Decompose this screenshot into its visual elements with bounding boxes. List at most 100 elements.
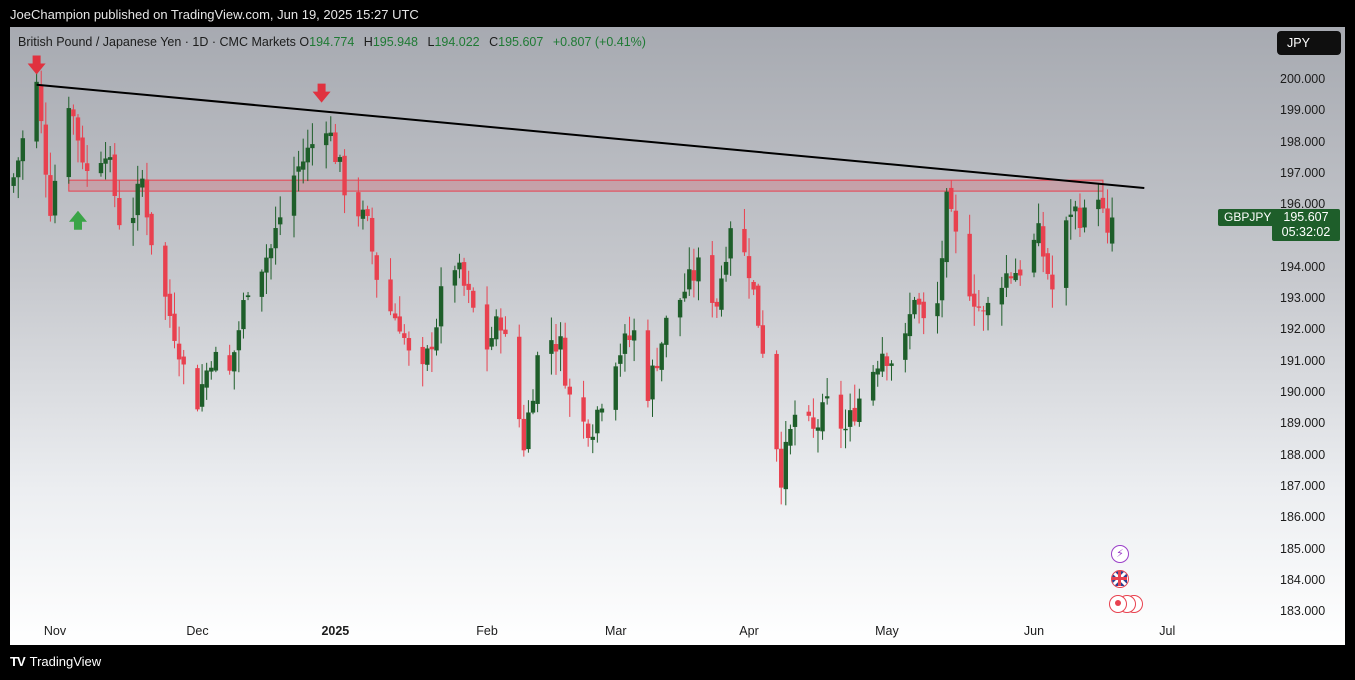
- candle-body[interactable]: [457, 262, 462, 270]
- candle-body[interactable]: [163, 245, 168, 297]
- candle-body[interactable]: [429, 346, 435, 350]
- candle-body[interactable]: [1031, 239, 1037, 273]
- candle-body[interactable]: [209, 367, 214, 372]
- candle-body[interactable]: [498, 317, 504, 331]
- candle-body[interactable]: [870, 371, 876, 401]
- candle-body[interactable]: [567, 386, 572, 395]
- candle-body[interactable]: [1045, 253, 1050, 274]
- candle-body[interactable]: [884, 356, 890, 366]
- candle-body[interactable]: [756, 285, 761, 326]
- candle-body[interactable]: [438, 286, 444, 327]
- price-chart[interactable]: [10, 27, 1345, 645]
- candle-body[interactable]: [719, 278, 724, 310]
- candle-body[interactable]: [1109, 217, 1115, 244]
- candle-body[interactable]: [34, 81, 39, 142]
- candle-body[interactable]: [484, 304, 490, 350]
- candle-body[interactable]: [103, 158, 108, 164]
- candle-body[interactable]: [618, 355, 623, 364]
- candle-body[interactable]: [976, 306, 982, 308]
- candle-body[interactable]: [397, 316, 402, 332]
- candle-body[interactable]: [452, 270, 458, 286]
- candle-body[interactable]: [1036, 223, 1041, 244]
- candle-body[interactable]: [48, 175, 53, 216]
- candle-body[interactable]: [521, 418, 527, 451]
- resistance-zone[interactable]: [68, 179, 1104, 192]
- candle-body[interactable]: [388, 279, 393, 312]
- candle-body[interactable]: [75, 117, 81, 141]
- event-uk-flag-icon[interactable]: [1111, 570, 1129, 588]
- candle-body[interactable]: [806, 411, 811, 416]
- candle-body[interactable]: [696, 257, 701, 282]
- candle-body[interactable]: [300, 161, 306, 170]
- candle-body[interactable]: [342, 155, 347, 196]
- candle-body[interactable]: [811, 417, 816, 429]
- candle-body[interactable]: [273, 228, 278, 249]
- candle-body[interactable]: [1100, 197, 1106, 209]
- candle-body[interactable]: [530, 400, 536, 413]
- candle-body[interactable]: [181, 356, 186, 365]
- candle-body[interactable]: [213, 351, 219, 371]
- candle-body[interactable]: [907, 314, 913, 337]
- candle-body[interactable]: [167, 293, 173, 316]
- candle-body[interactable]: [1073, 206, 1078, 212]
- candle-body[interactable]: [172, 313, 177, 341]
- candle-body[interactable]: [526, 412, 531, 450]
- candle-body[interactable]: [392, 313, 398, 319]
- down-arrow-icon[interactable]: [27, 55, 46, 75]
- candle-body[interactable]: [130, 217, 136, 224]
- candle-body[interactable]: [935, 303, 940, 317]
- candle-body[interactable]: [654, 365, 660, 369]
- candle-body[interactable]: [20, 138, 26, 162]
- candle-body[interactable]: [434, 327, 439, 351]
- candle-body[interactable]: [517, 336, 522, 420]
- candle-body[interactable]: [461, 262, 467, 286]
- candle-body[interactable]: [949, 187, 954, 209]
- candle-body[interactable]: [360, 209, 366, 219]
- candle-body[interactable]: [296, 166, 301, 172]
- event-lightning-icon[interactable]: ⚡: [1111, 545, 1129, 563]
- candle-body[interactable]: [820, 402, 825, 432]
- candle-body[interactable]: [581, 397, 586, 422]
- trendline[interactable]: [36, 83, 1145, 189]
- candle-body[interactable]: [489, 338, 494, 347]
- candle-body[interactable]: [659, 343, 664, 370]
- candle-body[interactable]: [11, 177, 16, 186]
- candle-body[interactable]: [1082, 207, 1087, 228]
- candle-body[interactable]: [406, 338, 412, 351]
- candle-body[interactable]: [310, 144, 315, 149]
- candle-body[interactable]: [714, 301, 720, 307]
- candle-body[interactable]: [903, 333, 908, 360]
- candle-body[interactable]: [645, 330, 651, 401]
- candle-body[interactable]: [921, 301, 926, 319]
- candle-body[interactable]: [595, 409, 600, 434]
- candle-body[interactable]: [236, 330, 242, 351]
- candle-body[interactable]: [751, 281, 756, 290]
- event-japan-flag-icon[interactable]: [1109, 595, 1127, 613]
- candle-body[interactable]: [80, 137, 85, 163]
- candle-body[interactable]: [590, 436, 595, 440]
- candle-body[interactable]: [664, 317, 669, 345]
- candle-body[interactable]: [783, 441, 789, 490]
- candle-body[interactable]: [1077, 207, 1083, 228]
- down-arrow-icon[interactable]: [312, 83, 331, 103]
- candle-body[interactable]: [176, 343, 182, 360]
- candle-body[interactable]: [107, 157, 113, 160]
- candle-body[interactable]: [650, 365, 655, 400]
- candle-body[interactable]: [98, 163, 104, 174]
- candle-body[interactable]: [117, 198, 122, 226]
- candle-body[interactable]: [264, 257, 269, 273]
- candle-body[interactable]: [792, 414, 798, 427]
- candle-body[interactable]: [760, 325, 766, 354]
- candle-body[interactable]: [323, 133, 329, 146]
- currency-button[interactable]: JPY: [1277, 31, 1341, 55]
- candle-body[interactable]: [746, 256, 752, 279]
- candle-body[interactable]: [268, 248, 274, 259]
- candle-body[interactable]: [140, 178, 145, 188]
- candle-body[interactable]: [39, 84, 44, 122]
- candle-body[interactable]: [43, 124, 49, 175]
- candle-body[interactable]: [466, 283, 471, 290]
- candle-body[interactable]: [774, 353, 779, 450]
- candle-body[interactable]: [585, 423, 591, 439]
- candle-body[interactable]: [305, 147, 310, 163]
- candle-body[interactable]: [944, 191, 949, 263]
